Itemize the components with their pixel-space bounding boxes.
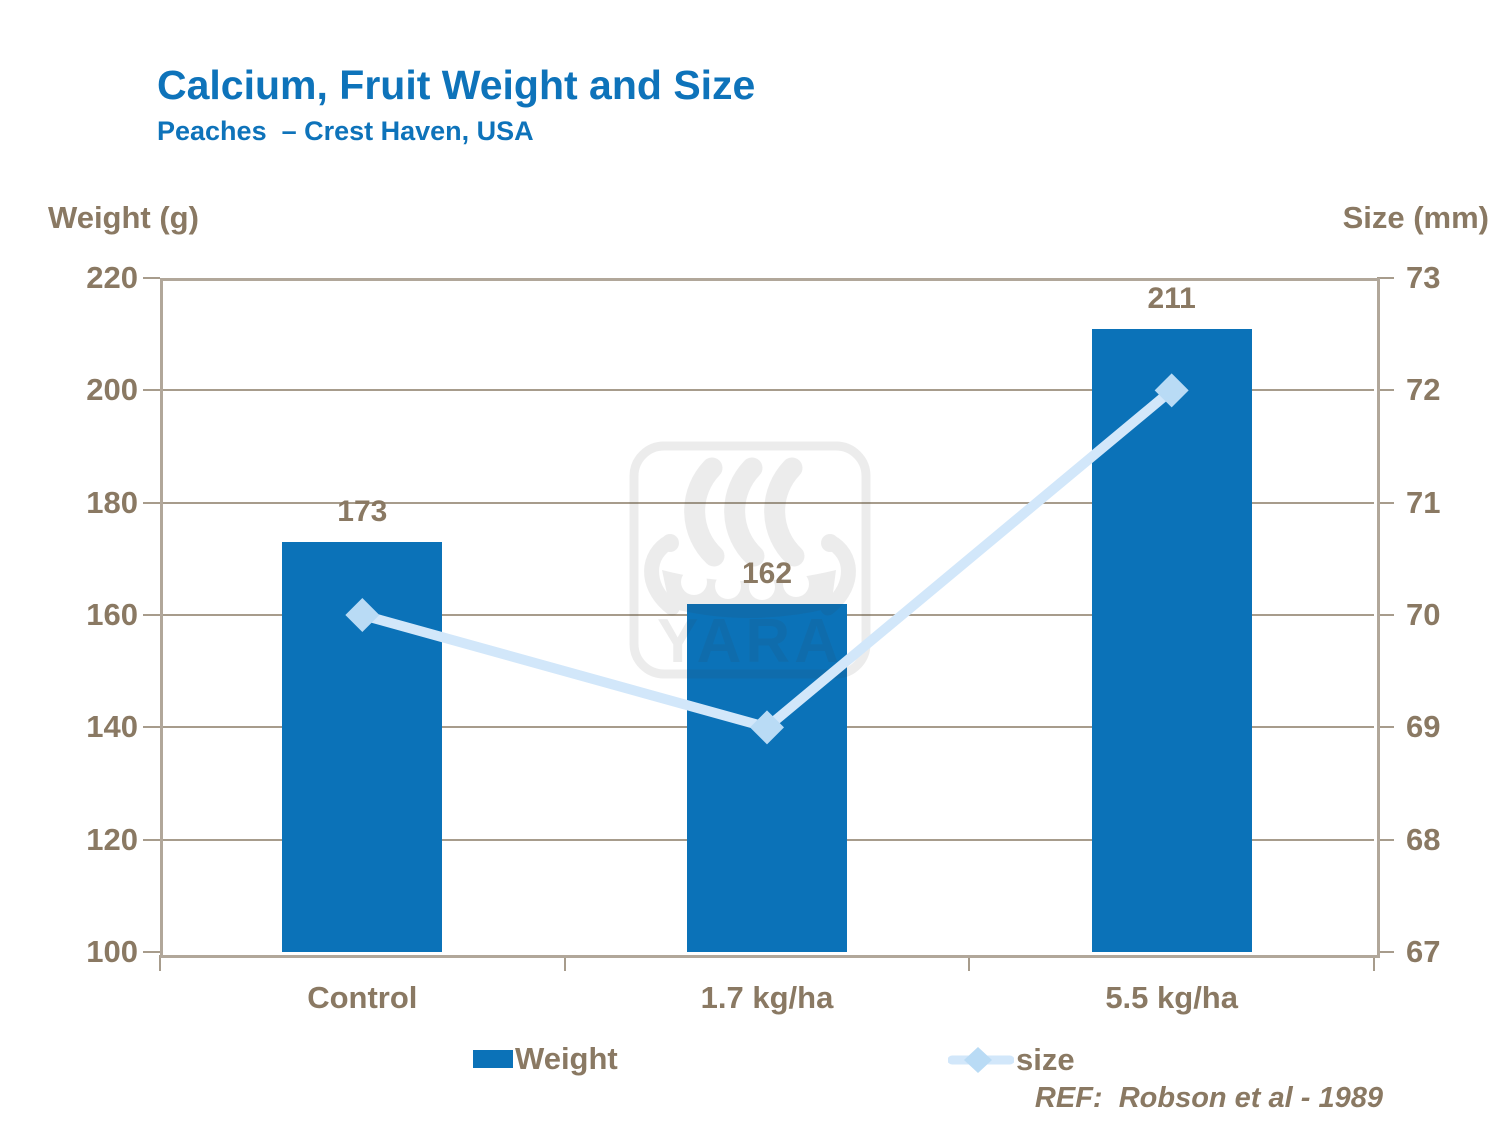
right-axis-tick-label: 69: [1406, 709, 1441, 745]
x-axis-tick: [1373, 955, 1375, 971]
right-axis-tick: [1377, 614, 1394, 616]
x-axis-tick: [563, 955, 566, 971]
category-label: Control: [307, 980, 418, 1015]
bar-value-label: 173: [337, 494, 388, 528]
right-axis-tick: [1377, 501, 1394, 504]
reference-text: REF: Robson et al - 1989: [1034, 1082, 1383, 1114]
left-axis-tick: [143, 277, 160, 279]
bar-value-label: 162: [741, 556, 793, 590]
x-axis-tick: [968, 955, 971, 971]
category-label: 1.7 kg/ha: [700, 980, 834, 1015]
left-axis-tick-label: 140: [86, 709, 138, 745]
bar-value-label: 211: [1147, 281, 1196, 315]
left-axis-tick-label: 160: [86, 597, 138, 632]
right-axis-tick: [1377, 951, 1394, 953]
size-legend-marker-icon: [948, 1047, 1014, 1073]
size-legend-label: size: [1016, 1042, 1075, 1077]
category-label: 5.5 kg/ha: [1105, 980, 1238, 1015]
left-axis-tick-label: 200: [86, 372, 138, 408]
left-axis-tick-label: 220: [86, 260, 138, 295]
left-axis-tick: [143, 389, 160, 392]
legend-item-weight: Weight: [473, 1042, 618, 1076]
left-axis-tick-label: 100: [86, 934, 138, 969]
right-axis-tick-label: 68: [1406, 821, 1441, 857]
right-axis-title: Size (mm): [1342, 200, 1489, 235]
weight-legend-swatch: [473, 1050, 513, 1068]
weight-legend-label: Weight: [515, 1041, 618, 1076]
right-axis-tick-label: 67: [1406, 934, 1441, 969]
x-axis-tick: [159, 955, 161, 971]
right-axis-tick-label: 73: [1406, 260, 1441, 295]
weight-bar: [1091, 328, 1252, 952]
right-axis-tick: [1377, 726, 1394, 729]
right-axis-tick: [1377, 838, 1394, 841]
left-axis-title: Weight (g): [48, 200, 199, 235]
right-axis-tick-label: 72: [1406, 372, 1441, 408]
chart-title: Calcium, Fruit Weight and Size: [157, 62, 756, 108]
left-axis-tick: [143, 838, 160, 841]
right-axis-tick: [1377, 389, 1394, 392]
left-axis-tick-label: 120: [86, 821, 138, 857]
weight-bar: [282, 541, 443, 952]
right-axis-tick-label: 70: [1406, 597, 1441, 632]
left-axis-tick: [143, 501, 160, 504]
legend-item-size: size: [948, 1042, 1075, 1078]
left-axis-tick-label: 180: [86, 484, 138, 520]
left-axis-tick: [143, 614, 160, 616]
right-axis-tick: [1377, 277, 1394, 279]
yara-watermark-text: YARA: [657, 607, 843, 676]
left-axis-tick: [143, 951, 160, 953]
left-axis-tick: [143, 726, 160, 729]
chart-subtitle: Peaches – Crest Haven, USA: [157, 116, 534, 146]
right-axis-tick-label: 71: [1406, 484, 1441, 520]
